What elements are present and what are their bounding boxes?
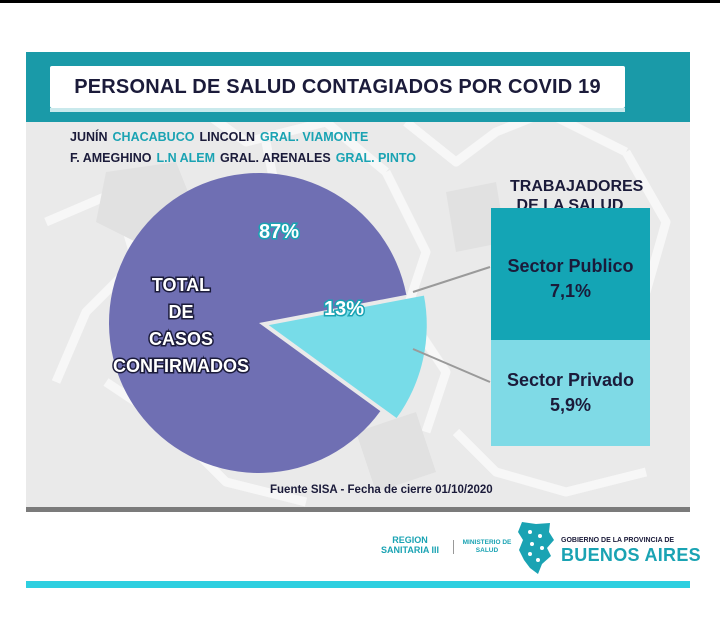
footer-separator xyxy=(453,540,454,554)
sector-publico-box: Sector Publico 7,1% xyxy=(491,208,650,340)
department-name: F. AMEGHINO xyxy=(70,151,152,165)
sector-privado-value: 5,9% xyxy=(549,395,592,415)
bottom-accent-bar xyxy=(26,581,690,588)
connector-line-publico xyxy=(412,266,491,293)
pie-slice-total xyxy=(109,172,407,473)
pie-chart: 87% 13% TOTAL DE CASOS CONFIRMADOS xyxy=(109,172,491,473)
department-name: L.N ALEM xyxy=(156,151,216,165)
department-line-2: F. AMEGHINO L.N ALEM GRAL. ARENALES GRAL. P… xyxy=(70,151,421,165)
pie-label-total-line: TOTAL xyxy=(152,275,210,295)
gobierno-label: GOBIERNO DE LA PROVINCIA DE xyxy=(561,537,675,544)
buenos-aires-label: BUENOS AIRES xyxy=(561,545,701,565)
pie-label-health-workers-percent: 13% xyxy=(324,298,364,320)
department-name: GRAL. VIAMONTE xyxy=(260,130,369,144)
pie-slice-health-workers xyxy=(268,295,427,419)
department-line-1: JUNÍN CHACABUCO LINCOLN GRAL. VIAMONTE xyxy=(70,130,373,144)
sector-privado-label: Sector Privado xyxy=(506,370,635,390)
department-name: GRAL. PINTO xyxy=(335,151,417,165)
pie-label-total-percent: 87% xyxy=(259,221,299,243)
sector-publico-label: Sector Publico xyxy=(507,256,634,276)
department-name: LINCOLN xyxy=(199,130,256,144)
province-logo-icon xyxy=(518,522,554,574)
pie-label-total-line: CONFIRMADOS xyxy=(113,356,249,376)
region-label: REGION SANITARIA III xyxy=(381,535,439,555)
chart-title: PERSONAL DE SALUD CONTAGIADOS POR COVID … xyxy=(74,76,601,98)
ministerio-label: MINISTERIO DE SALUD xyxy=(462,539,512,554)
department-name: CHACABUCO xyxy=(112,130,195,144)
top-border xyxy=(0,0,720,3)
sector-privado-box: Sector Privado 5,9% xyxy=(491,340,650,446)
source-note: Fuente SISA - Fecha de cierre 01/10/2020 xyxy=(270,484,493,496)
department-name: JUNÍN xyxy=(70,130,108,144)
department-name: GRAL. ARENALES xyxy=(220,151,331,165)
sector-publico-value: 7,1% xyxy=(549,281,592,301)
title-box: PERSONAL DE SALUD CONTAGIADOS POR COVID … xyxy=(50,66,625,112)
footer-divider xyxy=(26,507,690,512)
pie-label-total-line: CASOS xyxy=(149,329,213,349)
connector-line-privado xyxy=(412,348,491,383)
pie-label-total-line: DE xyxy=(168,302,193,322)
